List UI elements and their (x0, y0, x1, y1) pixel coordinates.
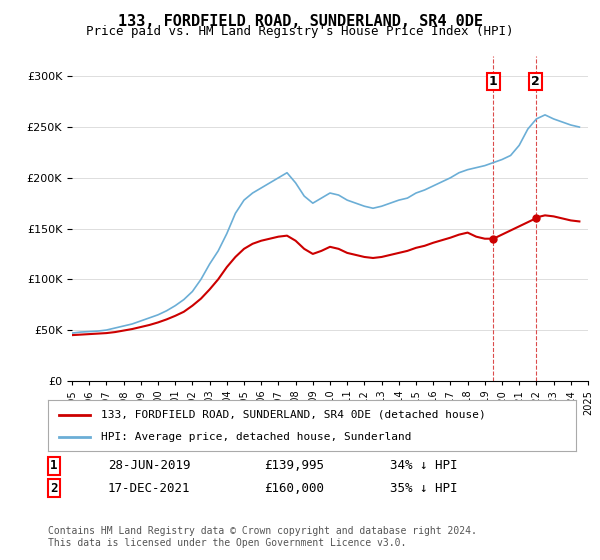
Text: 1: 1 (489, 75, 498, 88)
Text: 133, FORDFIELD ROAD, SUNDERLAND, SR4 0DE: 133, FORDFIELD ROAD, SUNDERLAND, SR4 0DE (118, 14, 482, 29)
Text: £139,995: £139,995 (264, 459, 324, 473)
Text: 35% ↓ HPI: 35% ↓ HPI (390, 482, 458, 495)
Text: Price paid vs. HM Land Registry's House Price Index (HPI): Price paid vs. HM Land Registry's House … (86, 25, 514, 38)
Text: £160,000: £160,000 (264, 482, 324, 495)
Text: 2: 2 (532, 75, 540, 88)
Text: 1: 1 (50, 459, 58, 473)
Text: 133, FORDFIELD ROAD, SUNDERLAND, SR4 0DE (detached house): 133, FORDFIELD ROAD, SUNDERLAND, SR4 0DE… (101, 409, 485, 419)
Text: 17-DEC-2021: 17-DEC-2021 (108, 482, 191, 495)
Text: 34% ↓ HPI: 34% ↓ HPI (390, 459, 458, 473)
Text: Contains HM Land Registry data © Crown copyright and database right 2024.
This d: Contains HM Land Registry data © Crown c… (48, 526, 477, 548)
Text: 2: 2 (50, 482, 58, 495)
Text: 28-JUN-2019: 28-JUN-2019 (108, 459, 191, 473)
Text: HPI: Average price, detached house, Sunderland: HPI: Average price, detached house, Sund… (101, 432, 412, 442)
